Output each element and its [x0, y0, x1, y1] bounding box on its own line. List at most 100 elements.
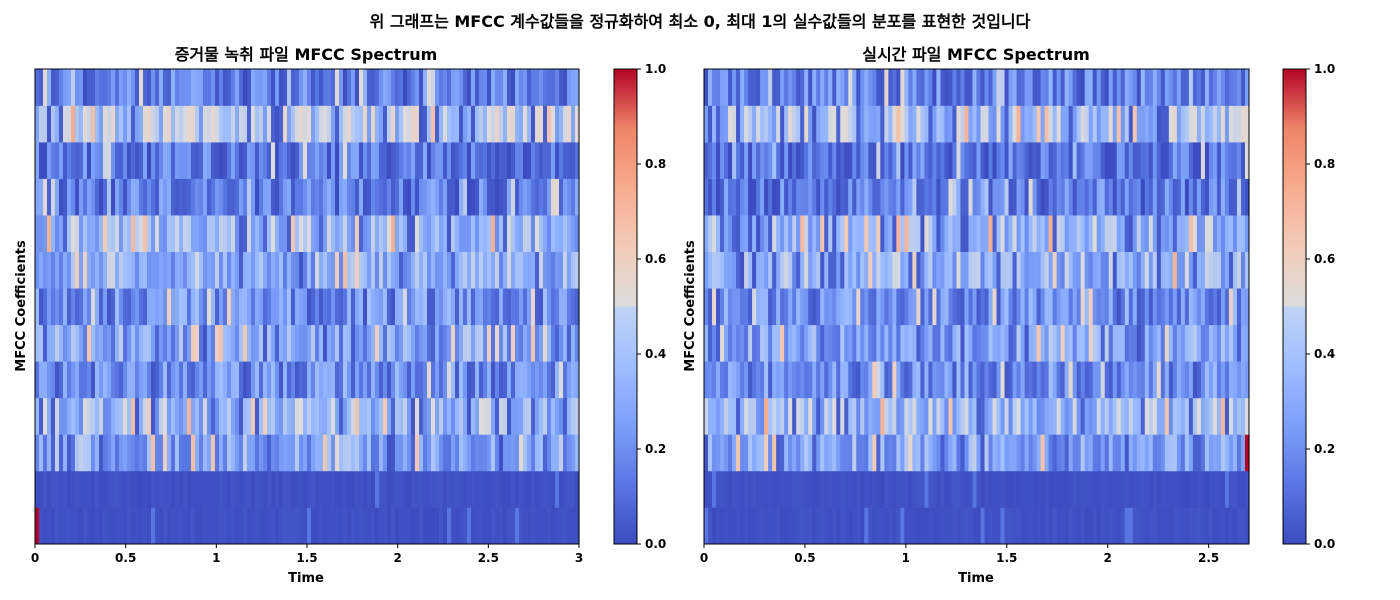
heatmap-cell [231, 178, 236, 216]
heatmap-cell [483, 324, 488, 362]
heatmap-cell [231, 69, 236, 106]
heatmap-cell [772, 397, 777, 435]
heatmap-cell [79, 288, 84, 326]
heatmap-cell [95, 434, 100, 472]
heatmap-cell [575, 361, 580, 399]
heatmap-cell [163, 105, 168, 143]
heatmap-cell [247, 251, 252, 289]
heatmap-cell [944, 397, 950, 435]
heatmap-cell [876, 288, 881, 326]
heatmap-cell [39, 507, 44, 545]
heatmap-cell [63, 105, 68, 143]
heatmap-cell [275, 105, 280, 143]
heatmap-cell [271, 142, 276, 179]
heatmap-cell [948, 397, 954, 435]
heatmap-cell [343, 215, 348, 252]
heatmap-cell [940, 361, 946, 399]
heatmap-cell [956, 105, 962, 143]
heatmap-cell [920, 434, 926, 472]
heatmap-cell [79, 251, 84, 289]
heatmap-cell [271, 288, 276, 326]
heatmap-cell [551, 288, 556, 326]
heatmap-cell [904, 215, 909, 252]
heatmap-cell [507, 142, 512, 179]
heatmap-cell [1084, 507, 1090, 545]
heatmap-cell [1120, 507, 1126, 545]
colorbar-tick-label: 0.8 [645, 157, 666, 171]
heatmap-cell [764, 69, 769, 106]
heatmap-cell [1060, 251, 1066, 289]
heatmap-cell [479, 178, 484, 216]
heatmap-cell [1128, 178, 1134, 216]
heatmap-cell [283, 105, 288, 143]
heatmap-cell [1000, 507, 1006, 545]
heatmap-cell [431, 178, 436, 216]
heatmap-cell [187, 470, 192, 508]
heatmap-cell [936, 251, 942, 289]
heatmap-cell [768, 507, 773, 545]
heatmap-cell [1032, 251, 1038, 289]
heatmap-cell [443, 434, 448, 472]
heatmap-cell [1048, 434, 1054, 472]
heatmap-cell [1236, 178, 1242, 216]
heatmap-cell [139, 105, 144, 143]
heatmap-cell [263, 69, 268, 106]
heatmap-cell [808, 105, 813, 143]
heatmap-cell [463, 288, 468, 326]
heatmap-cell [708, 397, 713, 435]
heatmap-cell [263, 215, 268, 252]
heatmap-cell [547, 434, 552, 472]
heatmap-cell [1204, 215, 1210, 252]
heatmap-cell [948, 251, 954, 289]
heatmap-cell [187, 178, 192, 216]
heatmap-cell [187, 105, 192, 143]
heatmap-cell [123, 178, 128, 216]
heatmap-cell [391, 142, 396, 179]
heatmap-cell [555, 397, 560, 435]
heatmap-cell [543, 251, 548, 289]
heatmap-cell [908, 507, 913, 545]
heatmap-cell [744, 69, 749, 106]
heatmap-cell [864, 470, 869, 508]
heatmap-cell [367, 470, 372, 508]
heatmap-cell [175, 361, 180, 399]
heatmap-cell [251, 361, 256, 399]
heatmap-cell [131, 105, 136, 143]
heatmap-cell [207, 397, 212, 435]
heatmap-cell [255, 397, 260, 435]
heatmap-cell [259, 397, 264, 435]
colorbar-tick-label: 0.4 [1314, 347, 1335, 361]
heatmap-cell [756, 69, 761, 106]
heatmap-cell [1144, 142, 1150, 179]
heatmap-cell [375, 251, 380, 289]
heatmap-cell [780, 288, 785, 326]
heatmap-cell [708, 288, 713, 326]
heatmap-cell [812, 251, 817, 289]
heatmap-cell [788, 397, 793, 435]
heatmap-cell [712, 434, 717, 472]
heatmap-cell [1152, 361, 1158, 399]
heatmap-cell [427, 142, 432, 179]
heatmap-cell [459, 288, 464, 326]
heatmap-cell [131, 397, 136, 435]
heatmap-cell [1176, 215, 1182, 252]
heatmap-cell [327, 470, 332, 508]
heatmap-cell [1152, 142, 1158, 179]
heatmap-cell [71, 507, 76, 545]
heatmap-cell [800, 251, 805, 289]
heatmap-cell [988, 507, 994, 545]
heatmap-cell [728, 470, 733, 508]
heatmap-cell [1156, 251, 1162, 289]
heatmap-cell [319, 288, 324, 326]
heatmap-cell [567, 251, 572, 289]
heatmap-cell [227, 251, 232, 289]
heatmap-cell [427, 178, 432, 216]
heatmap-cell [800, 105, 805, 143]
heatmap-cell [828, 178, 833, 216]
heatmap-cell [255, 288, 260, 326]
heatmap-cell [447, 178, 452, 216]
heatmap-cell [1144, 251, 1150, 289]
heatmap-cell [167, 69, 172, 106]
heatmap-cell [932, 507, 938, 545]
heatmap-cell [964, 324, 970, 362]
